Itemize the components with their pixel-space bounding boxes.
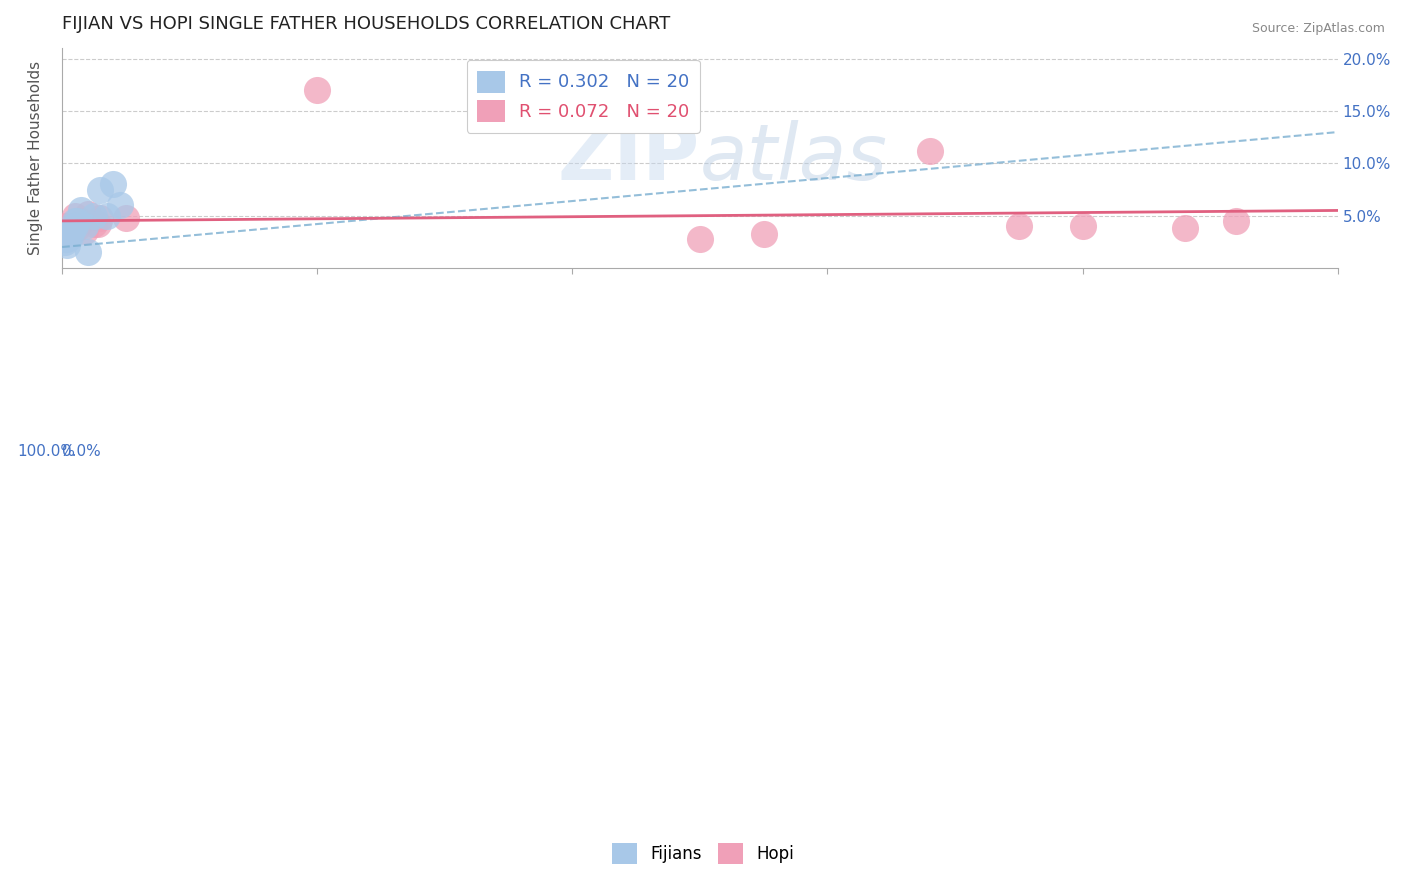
Point <box>58 229 80 244</box>
Point <box>55 232 77 246</box>
Point <box>1225 214 1247 228</box>
Y-axis label: Single Father Households: Single Father Households <box>28 62 44 255</box>
Point <box>75 219 97 233</box>
Point <box>56 238 79 252</box>
Point <box>63 209 86 223</box>
Point <box>1008 219 1031 233</box>
Point <box>60 224 83 238</box>
Point <box>115 211 138 225</box>
Legend: R = 0.302   N = 20, R = 0.072   N = 20: R = 0.302 N = 20, R = 0.072 N = 20 <box>467 60 700 133</box>
Point <box>60 224 83 238</box>
Point <box>752 227 775 242</box>
Point <box>58 227 80 242</box>
Point <box>70 203 93 218</box>
Point <box>70 214 93 228</box>
Point <box>1174 221 1197 235</box>
Point <box>689 232 711 246</box>
Point <box>89 211 111 225</box>
Point <box>108 198 131 212</box>
Point <box>55 219 77 233</box>
Text: Source: ZipAtlas.com: Source: ZipAtlas.com <box>1251 22 1385 36</box>
Point <box>60 224 83 238</box>
Point <box>1071 219 1094 233</box>
Point <box>63 219 86 233</box>
Point <box>76 206 98 220</box>
Text: FIJIAN VS HOPI SINGLE FATHER HOUSEHOLDS CORRELATION CHART: FIJIAN VS HOPI SINGLE FATHER HOUSEHOLDS … <box>62 15 671 33</box>
Text: atlas: atlas <box>700 120 887 196</box>
Point <box>63 214 86 228</box>
Point <box>83 209 105 223</box>
Point <box>58 227 80 242</box>
Text: 0.0%: 0.0% <box>62 443 101 458</box>
Point <box>76 245 98 260</box>
Point <box>59 229 82 244</box>
Point <box>307 83 329 97</box>
Point <box>66 214 89 228</box>
Point <box>66 221 89 235</box>
Point <box>75 224 97 238</box>
Legend: Fijians, Hopi: Fijians, Hopi <box>605 837 801 871</box>
Point <box>55 232 77 246</box>
Point <box>96 209 118 223</box>
Text: 100.0%: 100.0% <box>17 443 75 458</box>
Point <box>87 217 110 231</box>
Text: ZIP: ZIP <box>558 120 700 196</box>
Point <box>918 144 941 158</box>
Point <box>83 217 105 231</box>
Point <box>53 235 76 249</box>
Point <box>101 178 124 192</box>
Point <box>89 182 111 196</box>
